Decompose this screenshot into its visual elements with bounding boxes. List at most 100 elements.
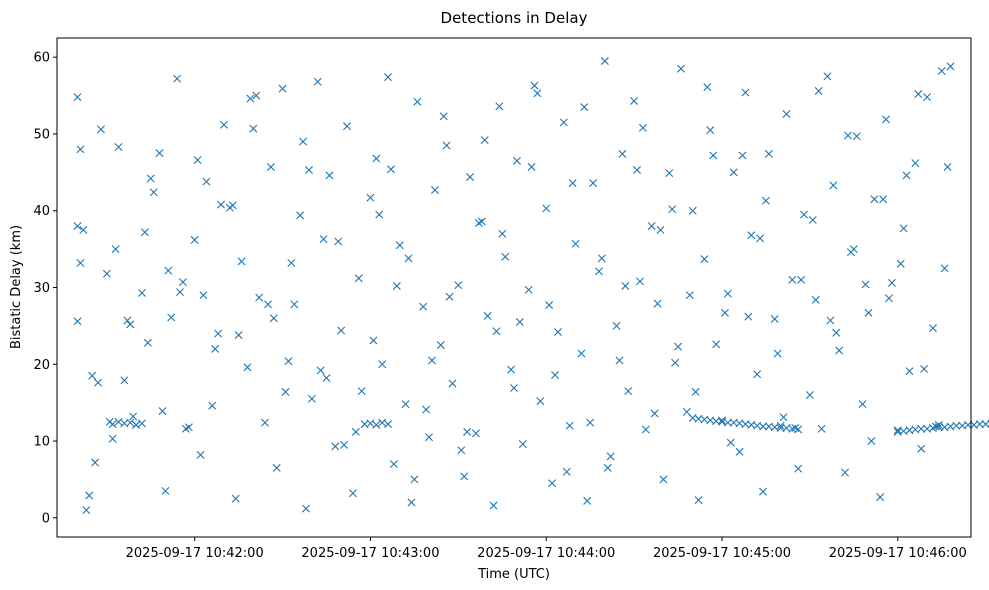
data-point — [111, 245, 120, 254]
data-point — [773, 349, 782, 358]
data-point — [548, 479, 557, 488]
data-point — [354, 274, 363, 283]
data-point — [562, 467, 571, 476]
data-point — [612, 321, 621, 330]
data-point — [439, 112, 448, 121]
data-point — [445, 292, 454, 301]
data-point — [533, 89, 542, 98]
data-point — [386, 165, 395, 174]
data-point — [729, 168, 738, 177]
data-point — [155, 149, 164, 158]
data-point — [723, 289, 732, 298]
data-point — [466, 172, 475, 181]
data-point — [501, 252, 510, 261]
data-point — [741, 88, 750, 97]
data-point — [577, 349, 586, 358]
data-point — [946, 62, 955, 71]
data-point — [176, 288, 185, 297]
data-point — [647, 222, 656, 231]
data-point — [735, 447, 744, 456]
data-point — [269, 314, 278, 323]
data-point — [422, 405, 431, 414]
data-point — [723, 418, 732, 427]
data-point — [682, 407, 691, 416]
data-point — [404, 254, 413, 263]
data-point — [193, 156, 202, 165]
data-point — [685, 291, 694, 300]
data-point — [756, 234, 765, 243]
data-point — [694, 496, 703, 505]
x-tick-label: 2025-09-17 10:45:00 — [653, 546, 791, 561]
data-point — [442, 141, 451, 150]
data-point — [706, 126, 715, 135]
data-point — [108, 420, 117, 429]
data-point — [823, 72, 832, 81]
y-tick-label: 60 — [33, 51, 50, 66]
data-point — [76, 145, 85, 154]
data-point — [143, 338, 152, 347]
data-point — [952, 421, 961, 430]
data-point — [896, 259, 905, 268]
data-point — [589, 179, 598, 188]
data-point — [559, 118, 568, 127]
data-point — [316, 366, 325, 375]
data-point — [870, 195, 879, 204]
x-tick-label: 2025-09-17 10:43:00 — [301, 546, 439, 561]
y-tick-label: 50 — [33, 127, 50, 142]
data-point — [553, 328, 562, 337]
data-point — [325, 171, 334, 180]
data-point — [621, 281, 630, 290]
data-point — [114, 417, 123, 426]
data-point — [759, 422, 767, 431]
data-point — [934, 423, 943, 432]
data-point — [641, 425, 650, 434]
x-tick-label: 2025-09-17 10:44:00 — [477, 546, 615, 561]
data-point — [518, 440, 527, 449]
data-point — [73, 317, 82, 326]
data-point — [656, 225, 665, 234]
data-point — [720, 308, 729, 317]
data-point — [671, 358, 680, 367]
data-point — [776, 423, 785, 432]
data-point — [243, 363, 252, 372]
data-point — [302, 504, 310, 513]
data-point — [263, 300, 272, 309]
data-point — [530, 81, 539, 90]
data-point — [876, 493, 885, 502]
data-point — [882, 115, 891, 124]
data-point — [858, 400, 867, 409]
data-point — [190, 235, 199, 244]
data-point — [82, 506, 91, 515]
data-point — [407, 498, 416, 507]
y-axis: 0 10 20 30 40 50 60 — [33, 51, 57, 526]
data-point — [571, 239, 580, 248]
data-point — [120, 376, 129, 385]
data-point — [126, 320, 135, 329]
data-point — [633, 166, 642, 175]
data-point — [726, 438, 735, 447]
data-point — [603, 463, 612, 472]
data-point — [917, 444, 926, 453]
data-point — [307, 394, 316, 403]
data-point — [246, 94, 255, 103]
data-point — [196, 450, 205, 459]
data-point — [659, 475, 668, 484]
data-point — [615, 356, 624, 365]
data-point — [826, 316, 835, 325]
data-point — [91, 458, 100, 467]
data-point — [779, 413, 788, 422]
data-point — [460, 472, 469, 481]
data-point — [313, 77, 322, 86]
data-point — [764, 149, 773, 158]
data-point — [917, 424, 926, 433]
data-point — [395, 241, 404, 250]
data-point — [73, 93, 82, 102]
data-point — [527, 162, 536, 171]
data-point — [676, 64, 685, 73]
plot-frame — [56, 37, 972, 538]
data-point — [852, 132, 861, 141]
data-point — [228, 201, 237, 210]
data-point — [964, 420, 973, 429]
data-point — [586, 418, 595, 427]
data-point — [761, 196, 770, 205]
